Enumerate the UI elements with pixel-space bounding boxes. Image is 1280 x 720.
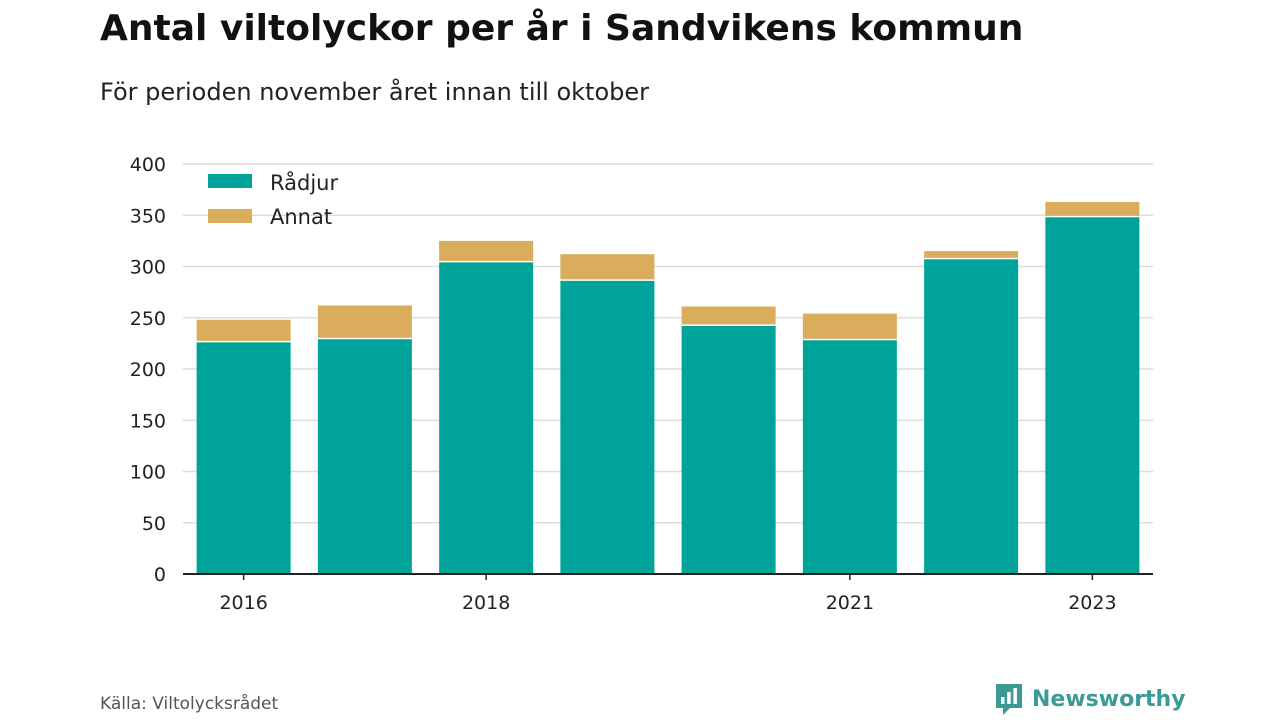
legend-label-radjur: Rådjur — [270, 170, 338, 195]
y-tick-label: 50 — [142, 513, 166, 535]
y-tick-label: 350 — [130, 205, 166, 227]
chart-subtitle: För perioden november året innan till ok… — [100, 78, 649, 106]
x-tick-label: 2016 — [219, 592, 267, 614]
bar-radjur — [802, 340, 897, 574]
legend: Rådjur Annat — [208, 170, 338, 229]
y-tick-label: 300 — [130, 257, 166, 279]
y-tick-label: 400 — [130, 154, 166, 176]
bar-radjur — [439, 262, 534, 574]
bar-annat — [439, 240, 534, 261]
bar-annat — [924, 251, 1019, 258]
bar-radjur — [317, 339, 412, 574]
bar-radjur — [924, 259, 1019, 574]
legend-swatch-radjur — [208, 174, 252, 188]
stacked-bar-chart: 0 50 100 150 200 250 300 350 400 2016 2018 2021 202… — [130, 154, 1153, 614]
bar-annat — [1045, 201, 1140, 216]
bar-radjur — [560, 280, 655, 574]
brand-name: Newsworthy — [1032, 686, 1186, 712]
x-axis-tick-labels: 2016 2018 2021 2023 — [219, 592, 1116, 614]
bar-annat — [560, 254, 655, 280]
bar-annat — [317, 305, 412, 338]
chart-title: Antal viltolyckor per år i Sandvikens ko… — [100, 8, 1024, 49]
newsworthy-logo-icon — [996, 684, 1022, 715]
bars — [196, 201, 1140, 575]
bar-annat — [196, 319, 291, 341]
x-tick-label: 2023 — [1068, 592, 1116, 614]
bar-annat — [681, 306, 776, 325]
y-tick-label: 100 — [130, 462, 166, 484]
x-tick-label: 2018 — [462, 592, 510, 614]
y-tick-label: 250 — [130, 308, 166, 330]
y-tick-label: 0 — [154, 564, 166, 586]
bar-radjur — [681, 325, 776, 574]
y-axis-tick-labels: 0 50 100 150 200 250 300 350 400 — [130, 154, 166, 586]
x-axis — [183, 573, 1153, 580]
bar-annat — [802, 313, 897, 339]
source-note: Källa: Viltolycksrådet — [100, 694, 279, 714]
legend-label-annat: Annat — [270, 205, 332, 229]
y-tick-label: 200 — [130, 359, 166, 381]
brand-logo: Newsworthy — [994, 682, 1186, 716]
y-tick-label: 150 — [130, 410, 166, 432]
x-tick-label: 2021 — [826, 592, 874, 614]
bar-radjur — [196, 342, 291, 574]
legend-swatch-annat — [208, 209, 252, 223]
bar-radjur — [1045, 217, 1140, 575]
